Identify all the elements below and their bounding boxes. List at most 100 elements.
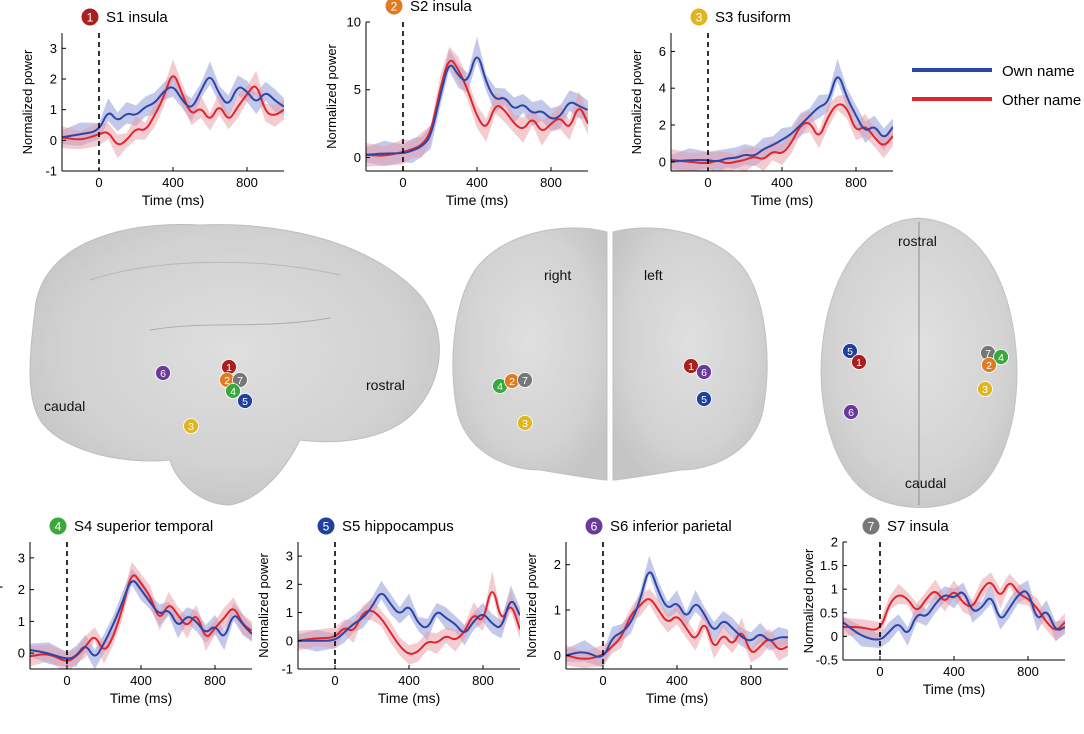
legend-own-label: Own name: [1002, 63, 1075, 80]
electrode-label-7: 7: [237, 375, 243, 387]
plot-area-S4: [30, 561, 252, 669]
chart-S7: 0 400 800 -0.5 0 0.5 1 1.5 2 Time (ms) Normalized …: [801, 517, 1065, 697]
y-tick-label-S5: 0: [286, 633, 293, 648]
y-tick-label-S1: 3: [50, 41, 57, 56]
series-line-other-S6: [566, 598, 788, 660]
title-badge-S6: [585, 517, 603, 535]
x-axis-label-S5: Time (ms): [378, 690, 440, 706]
electrode-label-5: 5: [847, 346, 853, 358]
electrode-label-1: 1: [856, 357, 862, 369]
plot-area-S6: [566, 555, 788, 669]
brain-lateral-gyrus: [89, 261, 341, 281]
y-tick-label-S3: 2: [659, 118, 666, 133]
electrode-1: [683, 358, 699, 374]
y-tick-label-S4: 3: [18, 550, 25, 565]
x-tick-label-S1: 400: [162, 175, 184, 190]
y-axis-label-S6: Normalized power: [524, 552, 539, 657]
electrode-6: [843, 404, 859, 420]
title-badge-S5: [317, 517, 335, 535]
title-badge-number-S5: 5: [323, 520, 330, 534]
x-tick-label-S1: 800: [236, 175, 258, 190]
electrode-label-5: 5: [701, 394, 707, 406]
electrode-label-3: 3: [188, 421, 194, 433]
title-badge-number-S6: 6: [591, 520, 598, 534]
electrode-6: [696, 364, 712, 380]
chart-title-S2: S2 insula: [410, 0, 472, 15]
electrode-3: [977, 381, 993, 397]
title-badge-S7: [862, 517, 880, 535]
title-badge-S4: [49, 517, 67, 535]
chart-title-S7: S7 insula: [887, 518, 949, 535]
series-line-own-S7: [843, 590, 1065, 641]
series-line-own-S4: [30, 580, 252, 660]
y-tick-label-S7: 0.5: [820, 605, 838, 620]
x-tick-label-S6: 400: [666, 673, 688, 688]
error-band-other-S5: [298, 570, 520, 665]
electrode-label-2: 2: [509, 376, 515, 388]
y-tick-label-S7: 0: [831, 629, 838, 644]
legend-other-label: Other name: [1002, 92, 1081, 109]
chart-S6: 0 400 800 0 1 2 Time (ms) Normalized power 6 S6 i…: [524, 517, 788, 706]
x-tick-label-S1: 0: [95, 175, 102, 190]
electrode-label-3: 3: [522, 418, 528, 430]
brain-dorsal-view: rostral caudal: [820, 217, 1018, 508]
y-tick-label-S4: 2: [18, 582, 25, 597]
title-badge-number-S2: 2: [391, 0, 398, 14]
series-line-other-S1: [62, 75, 284, 146]
error-band-other-S4: [30, 561, 252, 669]
brain-frontal-view: right left: [452, 227, 768, 481]
brain-frontal-label-left: left: [644, 267, 663, 283]
chart-S5: 0 400 800 -1 0 1 2 3 Time (ms) Normalized power 5 S…: [256, 517, 520, 706]
x-axis-label-S4: Time (ms): [110, 690, 172, 706]
legend: Own name Other name: [912, 63, 1081, 109]
x-tick-label-S7: 0: [876, 664, 883, 679]
chart-S4: 0 400 800 0 1 2 3 Time (ms) Normalized power 4 S4 …: [0, 517, 252, 706]
y-tick-label-S1: -1: [45, 164, 57, 179]
x-axis-label-S7: Time (ms): [923, 681, 985, 697]
y-tick-label-S5: 2: [286, 577, 293, 592]
y-tick-label-S2: 5: [354, 82, 361, 97]
chart-title-S4: S4 superior temporal: [74, 518, 213, 535]
title-badge-number-S1: 1: [87, 11, 94, 25]
y-tick-label-S6: 1: [554, 603, 561, 618]
electrode-label-4: 4: [998, 352, 1004, 364]
x-tick-label-S7: 400: [943, 664, 965, 679]
title-badge-number-S7: 7: [868, 520, 875, 534]
electrode-label-5: 5: [242, 396, 248, 408]
error-band-other-S6: [566, 588, 788, 669]
y-tick-label-S1: 1: [50, 102, 57, 117]
title-badge-number-S3: 3: [696, 11, 703, 25]
y-tick-label-S3: 4: [659, 81, 666, 96]
y-axis-label-S5: Normalized power: [256, 552, 271, 657]
y-tick-label-S5: 3: [286, 549, 293, 564]
x-tick-label-S6: 800: [740, 673, 762, 688]
electrode-7: [517, 372, 533, 388]
x-tick-label-S4: 800: [204, 673, 226, 688]
x-tick-label-S4: 0: [63, 673, 70, 688]
error-band-other-S7: [843, 572, 1065, 642]
plot-area-S5: [298, 570, 520, 665]
y-tick-label-S4: 1: [18, 614, 25, 629]
electrode-4: [225, 383, 241, 399]
electrode-label-7: 7: [522, 375, 528, 387]
x-tick-label-S3: 800: [845, 175, 867, 190]
y-axis-label-S3: Normalized power: [629, 49, 644, 154]
electrode-label-6: 6: [701, 367, 707, 379]
series-line-other-S2: [366, 59, 588, 157]
series-line-own-S3: [671, 76, 893, 163]
series-line-other-S7: [843, 581, 1065, 631]
electrode-5: [237, 393, 253, 409]
error-band-own-S1: [62, 61, 284, 146]
electrode-label-2: 2: [224, 375, 230, 387]
x-tick-label-S2: 400: [466, 175, 488, 190]
y-tick-label-S3: 0: [659, 154, 666, 169]
chart-title-S6: S6 inferior parietal: [610, 518, 732, 535]
x-tick-label-S5: 400: [398, 673, 420, 688]
electrode-label-4: 4: [497, 381, 503, 393]
error-band-other-S1: [62, 59, 284, 159]
chart-title-S5: S5 hippocampus: [342, 518, 454, 535]
y-tick-label-S5: -1: [281, 662, 293, 677]
